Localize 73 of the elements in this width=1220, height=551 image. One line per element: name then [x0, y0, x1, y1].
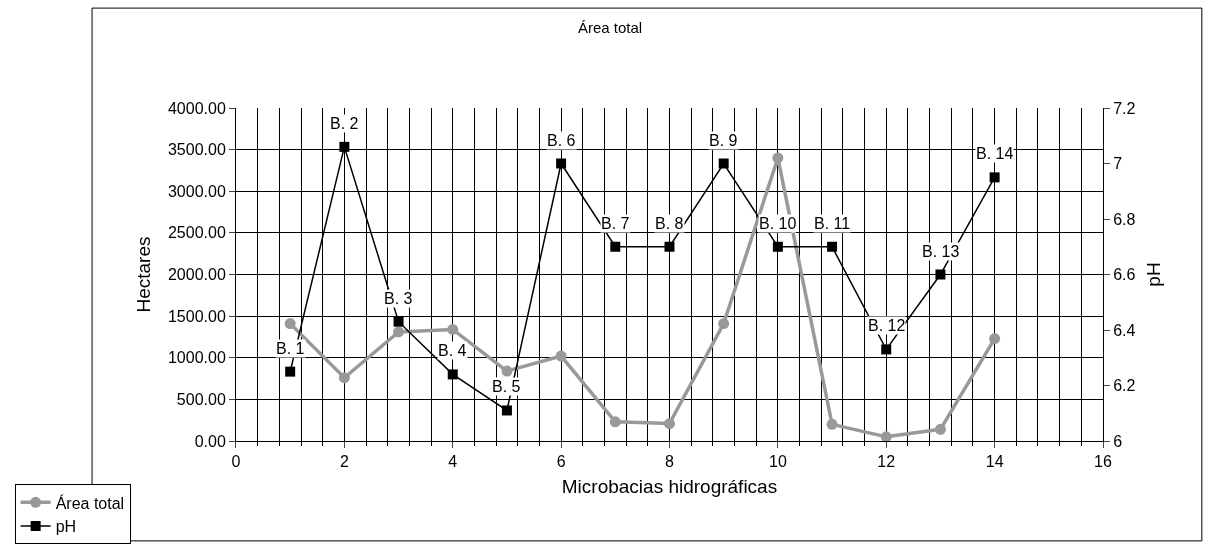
annotation: B. 14	[976, 145, 1014, 162]
point	[934, 423, 946, 435]
y2-tick-label: 7.2	[1113, 99, 1136, 117]
annotation: B. 7	[601, 215, 630, 232]
x-tick-label: 14	[985, 453, 1004, 471]
x-tick-label: 12	[877, 453, 896, 471]
y-tick-label: 4000.00	[167, 99, 226, 117]
y2-tick-label: 6	[1113, 432, 1123, 450]
point	[826, 418, 838, 430]
point	[718, 318, 730, 330]
annotation: B. 6	[547, 132, 576, 149]
y2-axis-title: pH	[1143, 262, 1165, 287]
point	[501, 365, 513, 377]
legend-label: pH	[55, 518, 77, 536]
point	[989, 333, 1001, 345]
annotation: B. 9	[709, 132, 738, 149]
x-tick-label: 8	[665, 453, 675, 471]
y2-tick-label: 6.2	[1113, 377, 1136, 395]
x-tick-label: 6	[556, 453, 566, 471]
annotation: B. 3	[384, 290, 413, 307]
point	[285, 366, 296, 377]
point	[447, 369, 458, 380]
point	[393, 316, 404, 327]
y-tick-label: 1000.00	[167, 349, 226, 367]
annotation: B. 4	[438, 342, 467, 359]
point	[880, 431, 892, 443]
point	[827, 241, 838, 252]
point	[339, 141, 350, 152]
annotation: B. 1	[276, 340, 305, 357]
y-tick-label: 0.00	[194, 432, 226, 450]
point	[338, 372, 350, 384]
point	[610, 241, 621, 252]
y-tick-label: 3500.00	[167, 141, 226, 159]
annotation: B. 13	[922, 243, 960, 260]
point	[284, 318, 296, 330]
point	[555, 350, 567, 362]
x-axis-title: Microbacias hidrográficas	[561, 476, 778, 497]
y2-tick-label: 6.4	[1113, 321, 1136, 339]
x-tick-label: 10	[768, 453, 787, 471]
y-tick-label: 2000.00	[167, 266, 226, 284]
annotation: B. 8	[655, 215, 684, 232]
point	[664, 241, 675, 252]
point	[772, 241, 783, 252]
y2-tick-label: 7	[1113, 155, 1123, 173]
annotation: B. 5	[492, 378, 521, 395]
x-tick-label: 0	[231, 453, 241, 471]
point	[718, 158, 729, 169]
annotation: B. 10	[759, 215, 797, 232]
y-axis-title: Hectares	[132, 236, 154, 313]
x-tick-label: 16	[1094, 453, 1112, 471]
annotation: B. 12	[868, 317, 906, 334]
point	[989, 172, 1000, 183]
y-tick-label: 2500.00	[167, 224, 226, 242]
y-tick-label: 500.00	[176, 390, 226, 408]
chart-title: Área total	[577, 18, 643, 36]
y-tick-label: 3000.00	[167, 182, 226, 200]
annotation: B. 2	[330, 115, 359, 132]
point	[935, 269, 946, 280]
x-tick-label: 2	[339, 453, 349, 471]
y-tick-label: 1500.00	[167, 307, 226, 325]
point	[447, 323, 459, 335]
point	[393, 326, 405, 338]
annotation: B. 11	[814, 215, 851, 232]
legend-label: Área total	[55, 493, 125, 512]
point	[772, 152, 784, 164]
point	[609, 416, 621, 428]
point	[664, 418, 675, 430]
point	[501, 405, 512, 416]
x-tick-label: 4	[448, 453, 458, 471]
y2-tick-label: 6.8	[1113, 210, 1136, 228]
point	[556, 158, 567, 169]
point	[881, 344, 892, 355]
y2-tick-label: 6.6	[1113, 266, 1136, 284]
